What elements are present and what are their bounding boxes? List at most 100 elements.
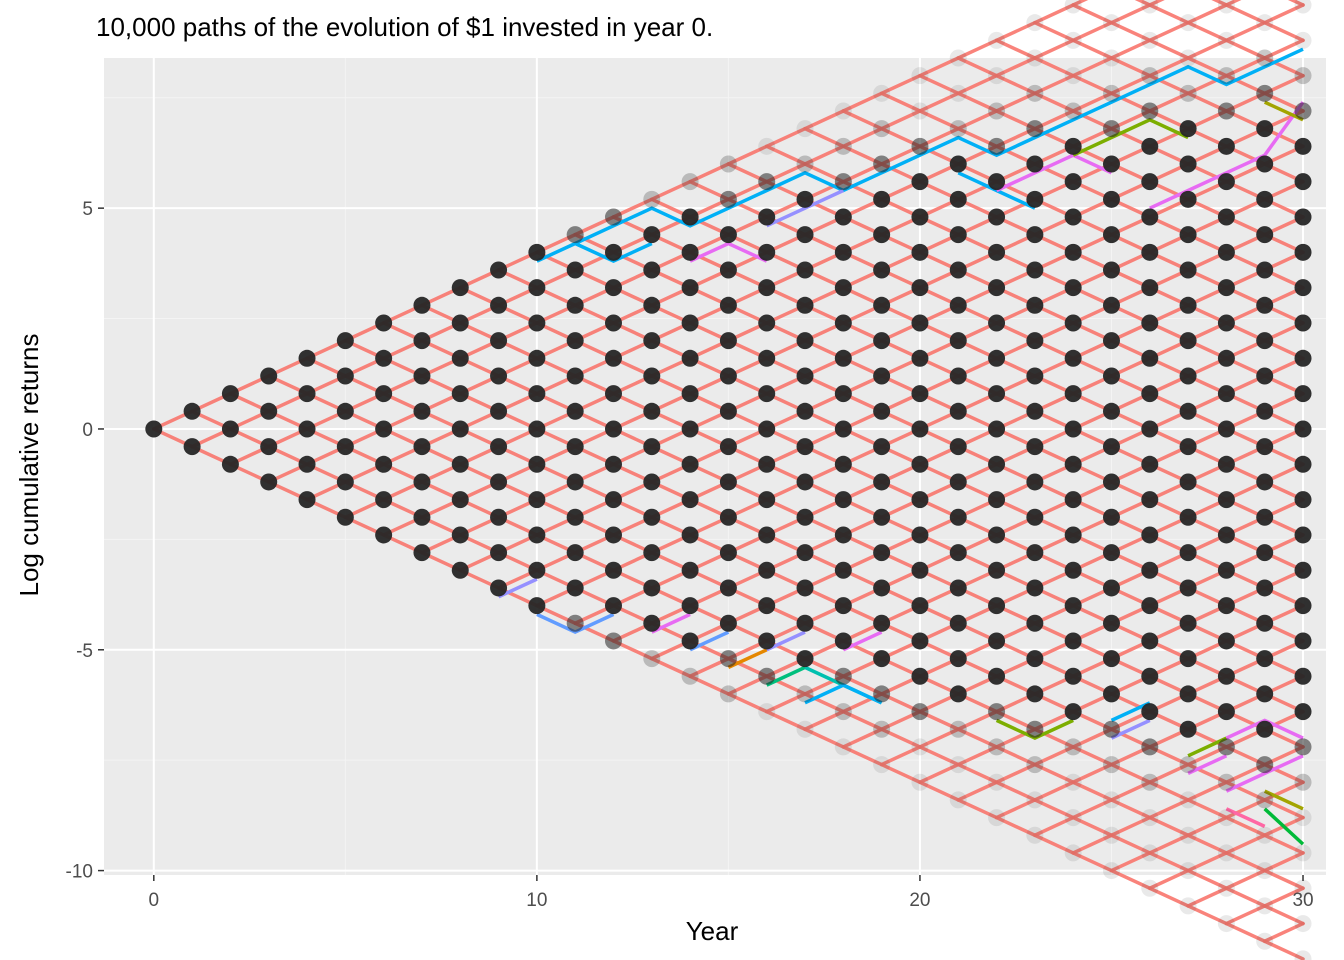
lattice-segment [918, 56, 961, 78]
lattice-segment [1071, 0, 1089, 7]
path-point [643, 544, 661, 562]
path-point [451, 279, 469, 297]
lattice-segment [1071, 38, 1114, 60]
path-point [1026, 650, 1044, 668]
lattice-segment [764, 692, 807, 714]
path-point [796, 155, 814, 173]
path-point [1141, 385, 1159, 403]
path-point [719, 296, 737, 314]
path-point [1294, 773, 1312, 791]
path-point [949, 49, 967, 67]
path-point [643, 190, 661, 208]
path-point [375, 385, 393, 403]
series-path [1110, 718, 1151, 740]
lattice-segment [1186, 886, 1229, 908]
lattice-segment [1148, 20, 1190, 43]
path-point [988, 632, 1006, 650]
path-point [413, 367, 431, 385]
series-path [842, 630, 883, 652]
path-point [1064, 526, 1082, 544]
path-point [1064, 597, 1082, 615]
x-tick-label: 20 [909, 890, 930, 911]
path-point [988, 279, 1006, 297]
path-point [681, 526, 699, 544]
path-point [1179, 14, 1197, 32]
lattice-segment [726, 144, 769, 166]
path-point [758, 491, 776, 509]
path-point [949, 756, 967, 774]
path-point [643, 508, 661, 526]
path-point [1102, 650, 1120, 668]
lattice-segment [726, 692, 769, 714]
path-point [1217, 173, 1235, 191]
path-point [1256, 296, 1274, 314]
path-point [1294, 526, 1312, 544]
path-point [1294, 349, 1312, 367]
lattice-segment [879, 73, 922, 96]
path-point [719, 226, 737, 244]
path-point [221, 420, 239, 438]
path-point [873, 685, 891, 703]
path-point [1102, 190, 1120, 208]
path-point [1026, 332, 1044, 350]
lattice-segment [956, 38, 999, 60]
path-point [719, 508, 737, 526]
series-path [689, 241, 768, 263]
lattice-segment [1224, 904, 1267, 926]
lattice-segment [956, 762, 999, 785]
path-point [719, 261, 737, 279]
path-point [834, 279, 852, 297]
lattice-segment [1071, 91, 1114, 113]
lattice-segment [1071, 780, 1114, 802]
path-point [873, 720, 891, 738]
path-point [681, 597, 699, 615]
lattice-segment [879, 109, 922, 131]
lattice-segment [841, 745, 884, 767]
path-point [1256, 544, 1274, 562]
path-point [1294, 950, 1312, 960]
path-point [796, 332, 814, 350]
path-point [1102, 155, 1120, 173]
path-point [528, 349, 546, 367]
path-point [1141, 773, 1159, 791]
path-point [336, 402, 354, 420]
path-point [1256, 438, 1274, 456]
path-point [719, 650, 737, 668]
path-point [911, 208, 929, 226]
lattice-segment [1033, 833, 1075, 855]
path-point [413, 332, 431, 350]
path-point [1141, 809, 1159, 827]
path-point [988, 243, 1006, 261]
path-point [758, 667, 776, 685]
path-point [413, 508, 431, 526]
lattice-segment [1148, 3, 1190, 25]
path-point [1294, 385, 1312, 403]
series-path [1187, 736, 1228, 758]
path-point [1217, 597, 1235, 615]
path-point [1064, 137, 1082, 155]
path-point [490, 473, 508, 491]
path-point [873, 756, 891, 774]
path-point [1256, 226, 1274, 244]
path-point [1217, 385, 1235, 403]
path-point [1217, 102, 1235, 120]
path-point [643, 261, 661, 279]
series-path [1225, 807, 1266, 828]
path-point [221, 455, 239, 473]
path-point [1179, 862, 1197, 880]
lattice-segment [1071, 798, 1114, 820]
path-point [1026, 791, 1044, 809]
lattice-segment [1109, 851, 1152, 873]
path-point [183, 438, 201, 456]
lattice-segment [1262, 3, 1305, 25]
lattice-segment [1033, 20, 1075, 43]
path-point [1102, 84, 1120, 102]
path-point [1179, 332, 1197, 350]
path-point [1217, 915, 1235, 933]
lattice-segment [1033, 73, 1075, 96]
path-point [949, 296, 967, 314]
path-point [834, 561, 852, 579]
series-path [1263, 100, 1304, 122]
path-point [796, 579, 814, 597]
path-point [1064, 809, 1082, 827]
